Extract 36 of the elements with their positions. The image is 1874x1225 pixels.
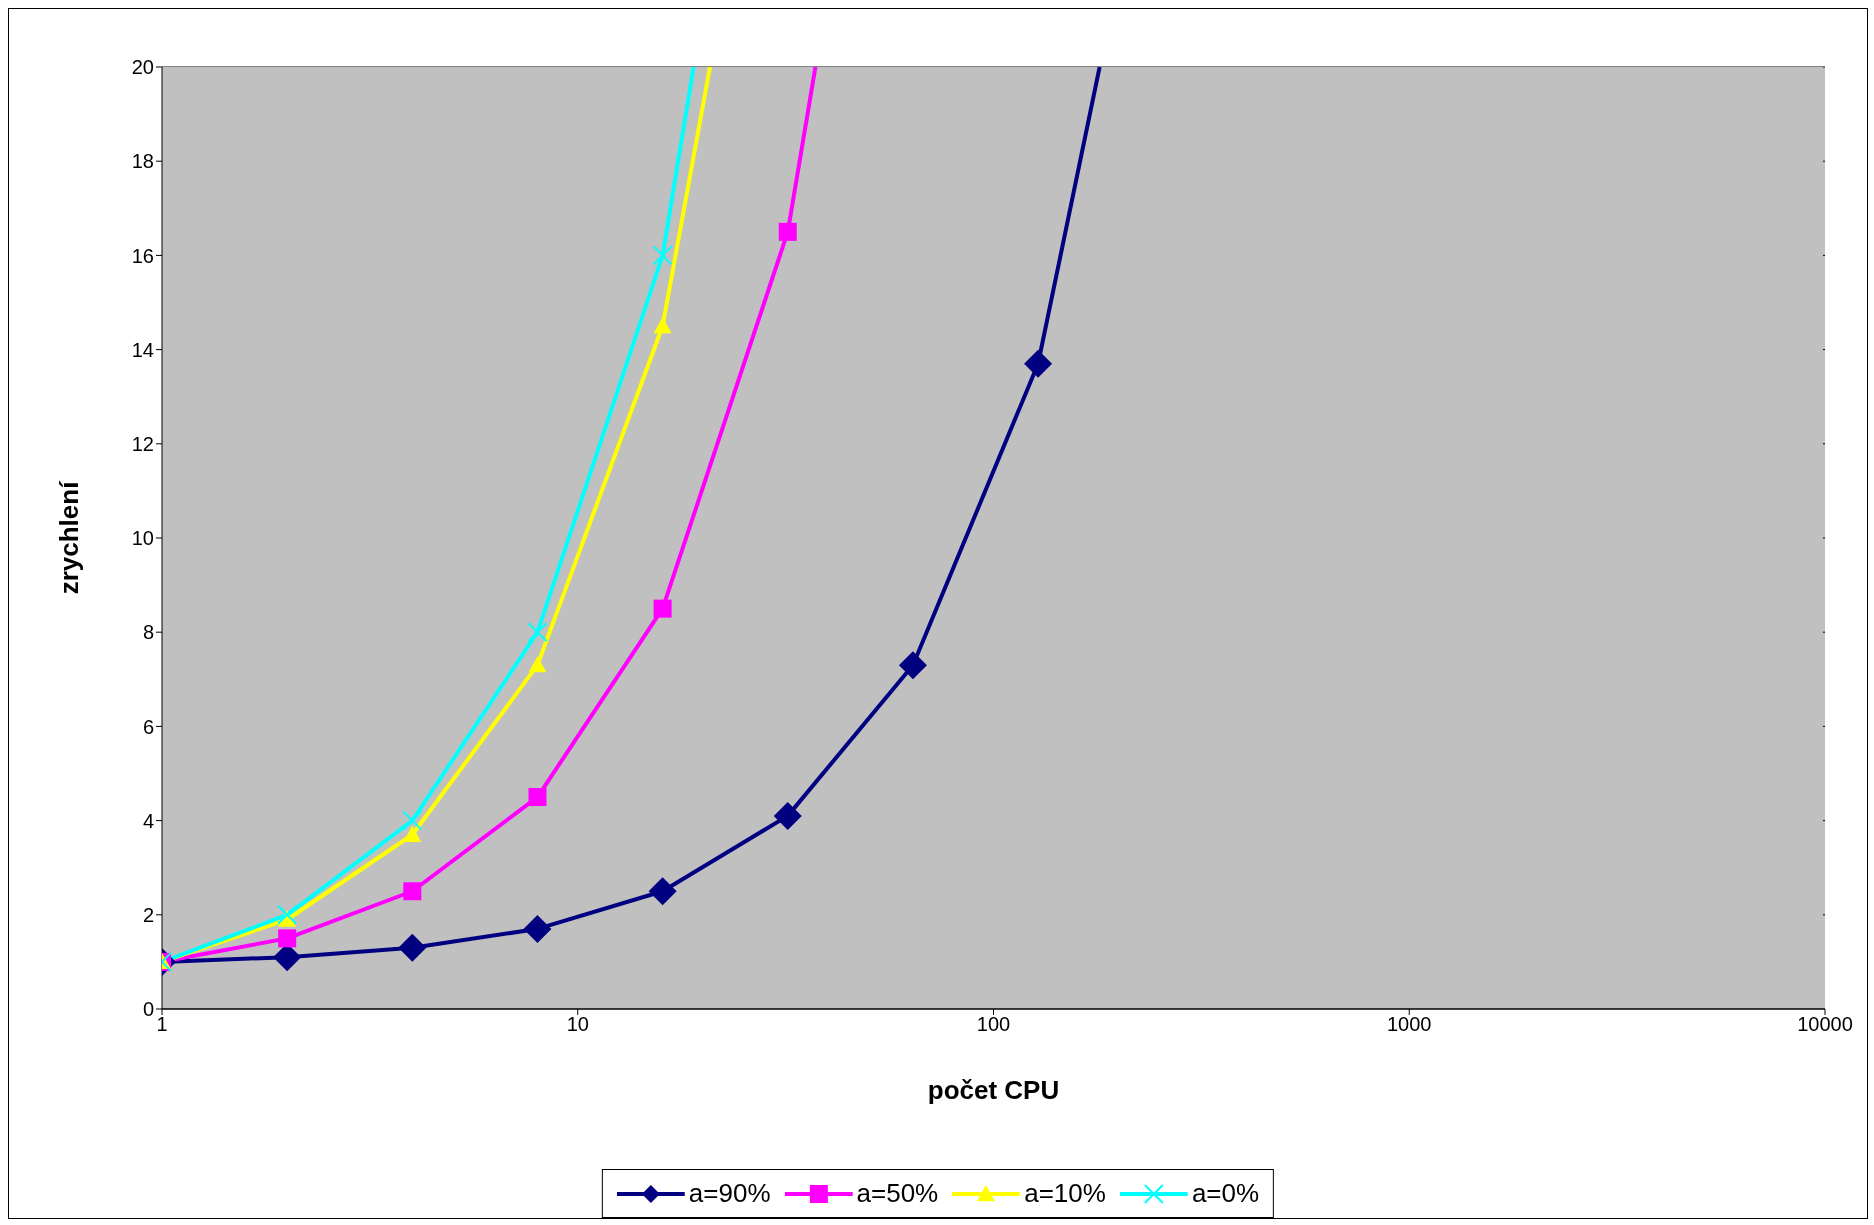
point: [1024, 349, 1053, 378]
point: [648, 877, 677, 906]
x-tick-label: 10000: [1797, 1013, 1853, 1036]
legend-label: a=0%: [1191, 1178, 1260, 1209]
point: [278, 929, 297, 948]
point: [653, 317, 672, 334]
point: [403, 825, 422, 842]
y-tick-label: 16: [131, 244, 154, 267]
legend-label: a=90%: [688, 1178, 771, 1209]
point: [528, 656, 547, 673]
x-tick-label: 1000: [1387, 1013, 1432, 1036]
point: [773, 801, 802, 830]
legend-label: a=50%: [856, 1178, 939, 1209]
y-tick-label: 6: [142, 715, 154, 738]
point: [398, 933, 427, 962]
y-tick-label: 0: [142, 998, 154, 1021]
x-tick-label: 10: [566, 1013, 589, 1036]
point: [523, 914, 552, 943]
y-tick-label: 14: [131, 338, 154, 361]
y-tick-label: 2: [142, 903, 154, 926]
y-tick-label: 20: [131, 56, 154, 79]
y-tick-label: 18: [131, 150, 154, 173]
point: [653, 599, 672, 618]
x-tick-label: 1: [156, 1013, 168, 1036]
legend-label: a=10%: [1024, 1178, 1106, 1209]
point: [778, 222, 797, 241]
y-tick-label: 8: [142, 621, 154, 644]
point: [528, 788, 547, 807]
y-tick-label: 4: [142, 809, 154, 832]
point: [403, 882, 422, 901]
y-tick-label: 10: [131, 527, 154, 550]
x-axis-title: počet CPU: [927, 1075, 1060, 1105]
y-tick-label: 12: [131, 432, 154, 455]
x-tick-label: 100: [976, 1013, 1011, 1036]
point: [898, 651, 927, 680]
y-axis-title: zrychlení: [54, 480, 85, 595]
